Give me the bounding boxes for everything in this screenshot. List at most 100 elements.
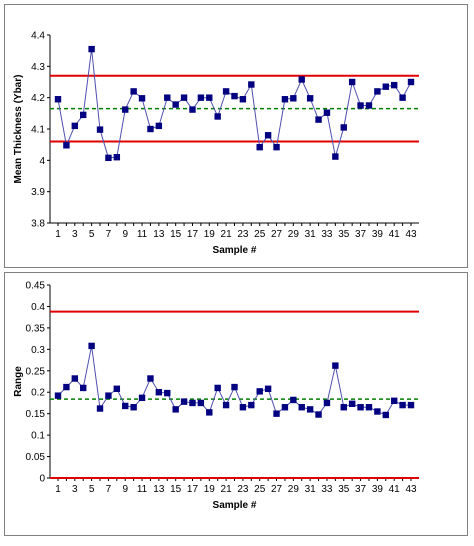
x-tick-label: 11 bbox=[137, 484, 148, 495]
x-tick-label: 27 bbox=[271, 229, 283, 240]
data-point bbox=[365, 404, 373, 411]
data-point bbox=[290, 396, 297, 404]
data-point bbox=[374, 408, 381, 415]
data-point bbox=[357, 102, 364, 109]
x-tick-label: 21 bbox=[221, 484, 233, 495]
data-point bbox=[147, 125, 154, 133]
x-tick-label: 21 bbox=[221, 229, 233, 240]
y-tick-label: 0.05 bbox=[26, 452, 46, 463]
data-point bbox=[231, 92, 238, 100]
x-tick-label: 5 bbox=[89, 484, 95, 495]
x-tick-label: 27 bbox=[271, 484, 283, 495]
data-point bbox=[71, 375, 79, 382]
y-tick-label: 4.1 bbox=[31, 125, 45, 136]
x-tick-label: 7 bbox=[106, 229, 112, 240]
x-tick-label: 13 bbox=[153, 484, 165, 495]
x-tick-label: 1 bbox=[55, 484, 61, 495]
data-point bbox=[323, 109, 331, 116]
data-point bbox=[206, 94, 213, 101]
x-tick-label: 43 bbox=[405, 484, 417, 495]
data-point bbox=[130, 88, 137, 95]
x-tick-label: 11 bbox=[137, 229, 148, 240]
data-point bbox=[122, 402, 129, 410]
data-point bbox=[340, 124, 347, 131]
axes: 3.83.944.14.24.34.41 3 5 7 9 11 13 15 17 19 21 23 25… bbox=[31, 31, 419, 240]
data-point bbox=[214, 384, 221, 392]
xbar-chart-panel: 3.8 3.9 4 4.1 4.2 4.3 4.4 1 3 5 7 9 11 13 15 17 19 21 23 25… bbox=[4, 4, 468, 268]
data-point bbox=[113, 385, 121, 392]
data-point bbox=[214, 113, 221, 120]
data-point bbox=[239, 96, 247, 103]
x-tick-label: 17 bbox=[187, 484, 199, 495]
data-point bbox=[189, 106, 196, 113]
data-point bbox=[105, 154, 112, 162]
y-tick-label: 0.3 bbox=[31, 345, 45, 356]
x-tick-label: 3 bbox=[72, 484, 78, 495]
data-point bbox=[206, 409, 213, 416]
data-point bbox=[96, 126, 104, 133]
data-point bbox=[382, 83, 389, 90]
y-tick-label: 0.45 bbox=[26, 281, 46, 292]
data-point bbox=[189, 399, 196, 407]
data-point bbox=[96, 405, 104, 412]
data-point bbox=[264, 385, 272, 392]
x-tick-label: 15 bbox=[170, 484, 182, 495]
range-chart: 00.050.10.150.20.250.30.350.40.451 3 5 7 9 11… bbox=[13, 281, 419, 511]
data-point bbox=[197, 399, 205, 407]
data-point bbox=[365, 102, 373, 109]
x-tick-label: 3 bbox=[72, 229, 78, 240]
data-point bbox=[88, 342, 95, 350]
data-point bbox=[222, 401, 230, 409]
data-point bbox=[130, 404, 137, 411]
x-axis-title: Sample # bbox=[213, 500, 257, 511]
data-point bbox=[180, 398, 188, 405]
x-tick-label: 31 bbox=[305, 484, 317, 495]
x-tick-label: 37 bbox=[355, 229, 367, 240]
y-tick-label: 4.4 bbox=[31, 31, 45, 42]
data-point bbox=[113, 154, 121, 161]
data-point bbox=[264, 132, 272, 139]
y-axis-title: Mean Thickness (Ybar) bbox=[13, 75, 24, 184]
x-tick-label: 39 bbox=[372, 229, 384, 240]
data-point bbox=[323, 399, 331, 407]
data-point bbox=[155, 122, 163, 130]
x-tick-label: 29 bbox=[288, 484, 300, 495]
data-point bbox=[306, 406, 314, 413]
x-tick-label: 19 bbox=[204, 229, 216, 240]
data-point bbox=[290, 95, 297, 102]
x-tick-label: 13 bbox=[153, 229, 165, 240]
x-tick-label: 7 bbox=[106, 484, 112, 495]
data-point bbox=[239, 404, 247, 411]
data-point bbox=[164, 94, 171, 101]
data-point bbox=[399, 401, 406, 409]
data-point bbox=[298, 76, 305, 83]
x-tick-label: 9 bbox=[122, 229, 128, 240]
x-tick-label: 23 bbox=[237, 229, 249, 240]
xbar-chart: 3.83.944.14.24.34.41 3 5 7 9 11 13 15 17 19 21 23 25… bbox=[13, 31, 419, 256]
data-point bbox=[138, 95, 146, 102]
data-point bbox=[231, 383, 238, 391]
y-tick-label: 0.35 bbox=[26, 323, 46, 334]
data-point bbox=[172, 406, 179, 413]
data-point bbox=[256, 143, 263, 151]
data-point bbox=[63, 383, 70, 391]
data-point bbox=[390, 397, 398, 404]
data-point bbox=[390, 81, 398, 89]
y-tick-label: 3.9 bbox=[31, 187, 45, 198]
data-point bbox=[248, 401, 255, 409]
y-tick-label: 0.15 bbox=[26, 409, 46, 420]
data-point bbox=[348, 78, 356, 86]
x-tick-label: 39 bbox=[372, 484, 384, 495]
y-tick-label: 0.2 bbox=[31, 388, 45, 399]
y-tick-label: 0.1 bbox=[31, 431, 45, 442]
data-point bbox=[164, 389, 171, 397]
data-point bbox=[80, 111, 87, 119]
data-point bbox=[71, 122, 79, 130]
x-tick-label: 41 bbox=[389, 484, 401, 495]
data-point bbox=[54, 392, 62, 399]
data-point bbox=[281, 404, 289, 411]
x-tick-label: 33 bbox=[321, 229, 333, 240]
y-tick-label: 4.3 bbox=[31, 62, 45, 73]
x-tick-label: 43 bbox=[405, 229, 417, 240]
data-point bbox=[382, 411, 389, 419]
